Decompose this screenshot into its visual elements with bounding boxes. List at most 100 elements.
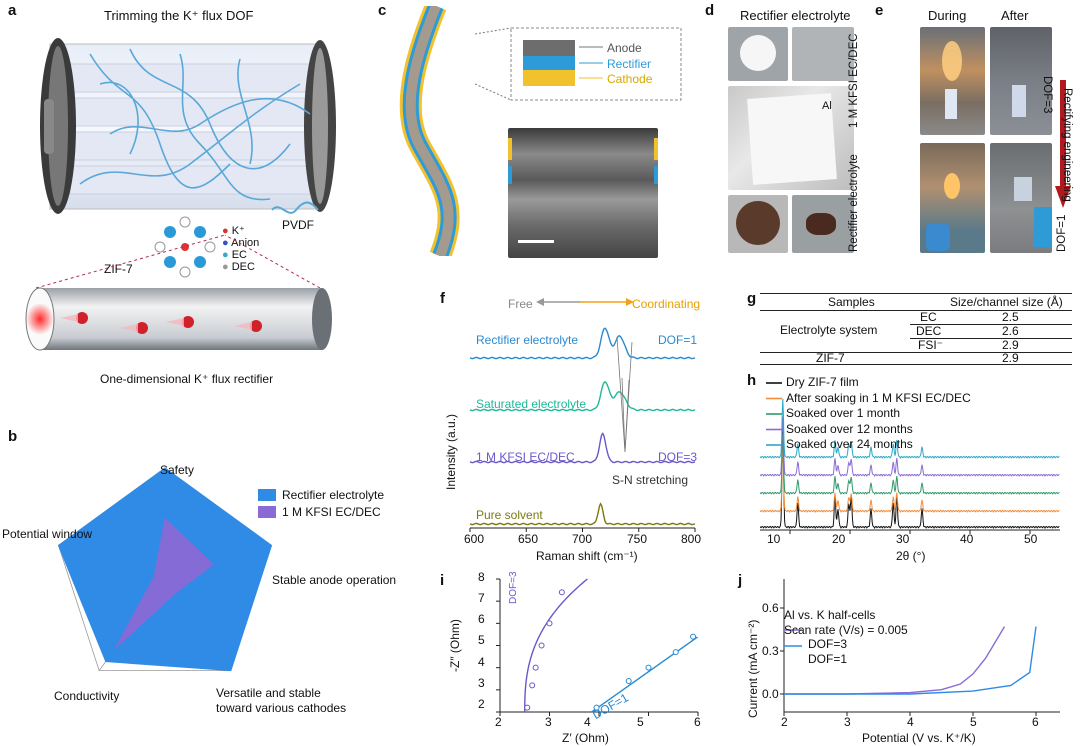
col-after: After — [1001, 8, 1029, 23]
raman-plot — [469, 327, 696, 532]
trace-label-kfsi: 1 M KFSI EC/DEC — [476, 450, 575, 464]
lsv-xtick-4: 4 — [907, 715, 914, 729]
raman-ylabel: Intensity (a.u.) — [444, 413, 458, 490]
photo-burn-kfsi-after — [990, 27, 1052, 135]
panel-a-label: a — [8, 2, 17, 19]
lsv-plot — [780, 579, 1060, 716]
lsv-ylabel: Current (mA cm⁻²) — [746, 619, 760, 718]
eis-point-1-4 — [690, 633, 697, 640]
eis-point-1-3 — [672, 649, 679, 656]
radar-series-kfsi — [115, 517, 214, 649]
eis-ytick-2: 2 — [478, 697, 485, 711]
xrd-trace-4 — [760, 398, 1060, 459]
table-header-samples: Samples — [828, 295, 875, 309]
photo-coated-bend — [792, 195, 854, 253]
flux-rectifier-caption: One-dimensional K⁺ flux rectifier — [100, 372, 274, 386]
table-val-zif7: 2.9 — [1002, 351, 1019, 365]
panel-a-title: Trimming the K⁺ flux DOF — [104, 8, 254, 23]
zif7-structure-icon — [154, 216, 216, 278]
legend-swatch-rectifier — [258, 489, 276, 501]
xrd-xtick-30: 30 — [896, 532, 910, 546]
lsv-legend-dof3: DOF=3 — [808, 637, 848, 651]
legend-swatch-kfsi — [258, 506, 276, 518]
photo-burn-rectifier-after — [990, 143, 1052, 253]
eis-point-0-2 — [532, 664, 539, 671]
free-label: Free — [508, 297, 533, 311]
radar-axis-cathodes: toward various cathodes — [216, 701, 347, 715]
lsv-xtick-6: 6 — [1032, 715, 1039, 729]
lsv-line-1 — [784, 626, 1037, 695]
lsv-legend-dof1: DOF=1 — [808, 652, 848, 666]
xrd-legend-24months: Soaked over 24 months — [786, 437, 913, 451]
eis-xlabel: Z′ (Ohm) — [562, 731, 609, 745]
eis-plot — [496, 578, 699, 716]
table-val-dec: 2.6 — [1002, 324, 1019, 338]
scale-bar — [518, 240, 554, 243]
eis-xtick-5: 5 — [637, 715, 644, 729]
panel-c-label: c — [378, 2, 387, 19]
legend-anode: Anode — [607, 41, 642, 55]
legend-anion: Anion — [231, 237, 260, 249]
eis-xtick-6: 6 — [694, 715, 701, 729]
radar-axis-versatile: Versatile and stable — [216, 686, 321, 700]
trace-dof1: DOF=1 — [658, 333, 698, 347]
xrd-xlabel: 2θ (°) — [896, 549, 926, 563]
trace-label-rectifier: Rectifier electrolyte — [476, 333, 579, 347]
xrd-trace-3 — [760, 416, 1060, 477]
eis-point-0-5 — [558, 589, 565, 596]
xrd-xtick-40: 40 — [960, 532, 974, 546]
xrd-plot — [760, 382, 1060, 534]
eis-point-0-4 — [546, 620, 553, 627]
lsv-ytick-06: 0.6 — [762, 601, 779, 615]
eis-point-0-3 — [538, 642, 545, 649]
table-row-fsi: FSI⁻ — [918, 338, 944, 352]
radar-axis-window: Potential window — [2, 527, 93, 541]
legend-rectifier: Rectifier electrolyte — [282, 488, 385, 502]
legend-kfsi: 1 M KFSI EC/DEC — [282, 505, 381, 519]
eis-dof3: DOF=3 — [508, 571, 519, 604]
table-val-ec: 2.5 — [1002, 310, 1019, 324]
row-rectifier: Rectifier electrolyte — [848, 154, 860, 252]
eis-point-1-0 — [593, 704, 600, 711]
panel-d-title: Rectifier electrolyte — [740, 8, 851, 23]
xrd-xtick-20: 20 — [832, 532, 846, 546]
xrd-xtick-10: 10 — [767, 532, 781, 546]
photo-burn-kfsi-during — [920, 27, 985, 135]
panel-f-label: f — [440, 290, 445, 307]
table-group-electrolyte: Electrolyte system — [780, 323, 878, 337]
panel-i-label: i — [440, 572, 445, 589]
raman-xtick-650: 650 — [518, 532, 539, 546]
dof3-label-e: DOF=3 — [1041, 76, 1053, 114]
lsv-xtick-3: 3 — [844, 715, 851, 729]
flexible-cell-illustration — [399, 6, 460, 256]
xrd-xtick-50: 50 — [1024, 532, 1038, 546]
legend-ec: EC — [231, 249, 247, 261]
panel-d-label: d — [705, 2, 715, 19]
xrd-trace-0 — [760, 421, 1060, 529]
trace-label-solvent: Pure solvent — [476, 508, 543, 522]
sem-cross-section-image — [508, 128, 658, 258]
eis-ytick-8: 8 — [478, 570, 485, 584]
lsv-title-2: Scan rate (V/s) = 0.005 — [784, 623, 908, 637]
species-legend: ● K⁺ ● Anion ● EC ● DEC — [222, 225, 260, 273]
table-row-dec: DEC — [916, 324, 942, 338]
eis-ytick-5: 5 — [478, 633, 485, 647]
xrd-legend-12months: Soaked over 12 months — [786, 422, 913, 436]
radar-axis-conductivity: Conductivity — [54, 689, 120, 703]
raman-xtick-800: 800 — [681, 532, 702, 546]
rectifier-cylinder — [40, 38, 336, 214]
raman-xtick-600: 600 — [464, 532, 485, 546]
raman-xlabel: Raman shift (cm⁻¹) — [536, 549, 638, 563]
col-during: During — [928, 8, 967, 23]
legend-k: K⁺ — [231, 225, 245, 237]
layer-zoom — [475, 27, 682, 101]
eis-xtick-3: 3 — [545, 715, 552, 729]
panel-h-label: h — [747, 372, 757, 389]
eis-xtick-4: 4 — [584, 715, 591, 729]
xrd-legend-after: After soaking in 1 M KFSI EC/DEC — [786, 391, 971, 405]
raman-trace-saturated — [469, 381, 696, 412]
eis-ytick-3: 3 — [478, 676, 485, 690]
pvdf-fiber-icon — [271, 201, 319, 214]
legend-cathode: Cathode — [607, 72, 653, 86]
eis-point-0-1 — [529, 682, 536, 689]
